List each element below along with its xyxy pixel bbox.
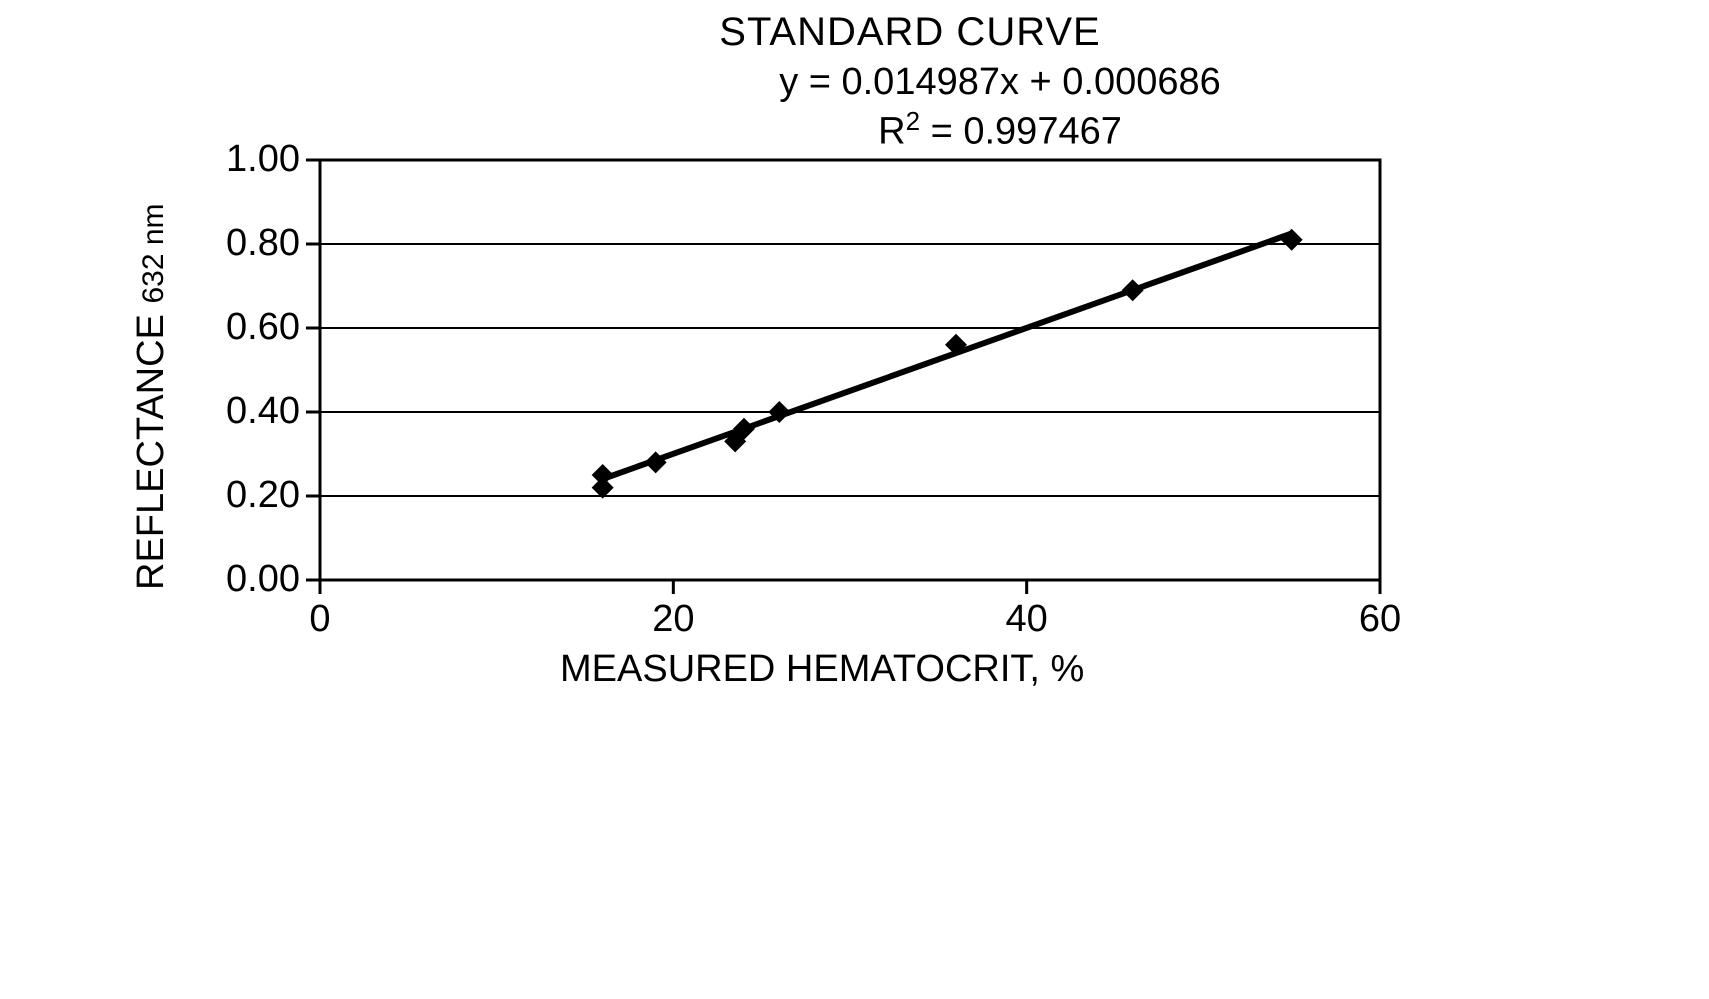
x-tick-label: 40 (987, 598, 1067, 641)
x-tick-label: 20 (633, 598, 713, 641)
y-tick-label: 0.00 (200, 558, 300, 601)
x-tick-label: 0 (280, 598, 360, 641)
y-tick-label: 1.00 (200, 138, 300, 181)
y-tick-label: 0.80 (200, 222, 300, 265)
x-axis-label: MEASURED HEMATOCRIT, % (560, 648, 1084, 691)
y-tick-label: 0.20 (200, 474, 300, 517)
y-tick-label: 0.60 (200, 306, 300, 349)
x-tick-label: 60 (1340, 598, 1420, 641)
page: STANDARD CURVE y = 0.014987x + 0.000686 … (0, 0, 1709, 999)
y-tick-label: 0.40 (200, 390, 300, 433)
